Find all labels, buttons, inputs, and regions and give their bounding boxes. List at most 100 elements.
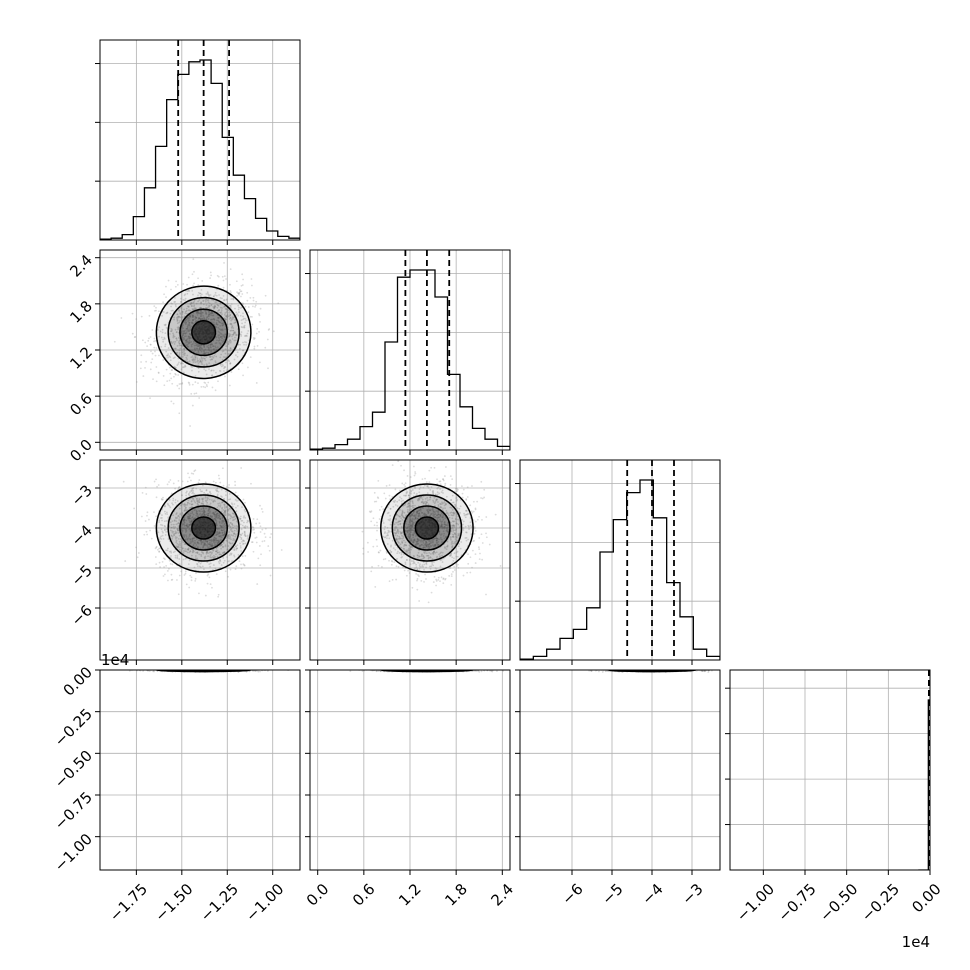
sample-point bbox=[254, 537, 256, 539]
sample-point bbox=[389, 580, 391, 582]
sample-point bbox=[376, 522, 378, 524]
sample-point bbox=[259, 564, 261, 566]
sample-point bbox=[168, 568, 170, 570]
sample-point bbox=[155, 547, 157, 549]
sample-point bbox=[473, 540, 475, 542]
sample-point bbox=[135, 547, 137, 549]
sample-point bbox=[259, 321, 261, 323]
sample-point bbox=[156, 546, 158, 548]
sample-point bbox=[147, 340, 149, 342]
sample-point bbox=[383, 558, 385, 560]
sample-point bbox=[436, 478, 438, 480]
sample-point bbox=[381, 566, 383, 568]
sample-point bbox=[153, 340, 155, 342]
sample-point bbox=[265, 528, 267, 530]
sample-point bbox=[425, 578, 427, 580]
sample-point bbox=[373, 517, 375, 519]
sample-point bbox=[444, 483, 446, 485]
sample-point bbox=[428, 481, 430, 483]
sample-point bbox=[235, 565, 237, 567]
sample-point bbox=[404, 570, 406, 572]
sample-point bbox=[481, 559, 483, 561]
sample-point bbox=[226, 486, 228, 488]
sample-point bbox=[395, 579, 397, 581]
sample-point bbox=[247, 668, 249, 670]
sample-point bbox=[378, 565, 380, 567]
sample-point bbox=[196, 667, 198, 669]
sample-point bbox=[163, 575, 165, 577]
sample-point bbox=[469, 504, 471, 506]
sample-point bbox=[150, 344, 152, 346]
sample-point bbox=[234, 484, 236, 486]
sample-point bbox=[152, 353, 154, 355]
sample-point bbox=[461, 485, 463, 487]
sample-point bbox=[379, 550, 381, 552]
sample-point bbox=[450, 475, 452, 477]
sample-point bbox=[457, 489, 459, 491]
sample-point bbox=[148, 519, 150, 521]
sample-point bbox=[195, 578, 197, 580]
sample-point bbox=[150, 350, 152, 352]
sample-point bbox=[257, 557, 259, 559]
y-tick-label: −4 bbox=[68, 521, 96, 549]
sample-point bbox=[241, 293, 243, 295]
sample-point bbox=[480, 497, 482, 499]
sample-point bbox=[242, 555, 244, 557]
sample-point bbox=[485, 594, 487, 596]
sample-point bbox=[474, 528, 476, 530]
sample-point bbox=[170, 563, 172, 565]
sample-point bbox=[182, 283, 184, 285]
sample-point bbox=[259, 522, 261, 524]
sample-point bbox=[192, 405, 194, 407]
sample-point bbox=[482, 498, 484, 500]
sample-point bbox=[250, 483, 252, 485]
sample-point bbox=[171, 369, 173, 371]
sample-point bbox=[249, 297, 251, 299]
sample-point bbox=[158, 551, 160, 553]
sample-point bbox=[382, 508, 384, 510]
sample-point bbox=[414, 473, 416, 475]
sample-point bbox=[413, 466, 415, 468]
sample-point bbox=[377, 496, 379, 498]
sample-point bbox=[165, 296, 167, 298]
sample-point bbox=[370, 520, 372, 522]
sample-point bbox=[155, 556, 157, 558]
sample-point bbox=[414, 475, 416, 477]
sample-point bbox=[253, 348, 255, 350]
sample-point bbox=[225, 278, 227, 280]
sample-point bbox=[141, 316, 143, 318]
sample-point bbox=[242, 563, 244, 565]
y-tick-label: −6 bbox=[68, 601, 96, 629]
sample-point bbox=[159, 562, 161, 564]
scatter-group bbox=[123, 448, 283, 597]
sample-point bbox=[177, 374, 179, 376]
sample-point bbox=[259, 505, 261, 507]
sample-point bbox=[149, 530, 151, 532]
sample-point bbox=[190, 393, 192, 395]
sample-point bbox=[240, 290, 242, 292]
sample-point bbox=[422, 478, 424, 480]
sample-point bbox=[475, 507, 477, 509]
sample-point bbox=[259, 545, 261, 547]
sample-point bbox=[198, 479, 200, 481]
sample-point bbox=[270, 533, 272, 535]
sample-point bbox=[261, 529, 263, 531]
sample-point bbox=[169, 479, 171, 481]
sample-point bbox=[133, 508, 135, 510]
sample-point bbox=[168, 280, 170, 282]
sample-point bbox=[146, 531, 148, 533]
sample-point bbox=[495, 514, 497, 516]
sample-point bbox=[386, 485, 388, 487]
sample-point bbox=[437, 579, 439, 581]
sample-point bbox=[251, 324, 253, 326]
sample-point bbox=[239, 560, 241, 562]
sample-point bbox=[410, 476, 412, 478]
sample-point bbox=[385, 558, 387, 560]
sample-point bbox=[391, 564, 393, 566]
sample-point bbox=[140, 361, 142, 363]
sample-point bbox=[192, 473, 194, 475]
sample-point bbox=[142, 492, 144, 494]
sample-point bbox=[217, 285, 219, 287]
sample-point bbox=[475, 530, 477, 532]
